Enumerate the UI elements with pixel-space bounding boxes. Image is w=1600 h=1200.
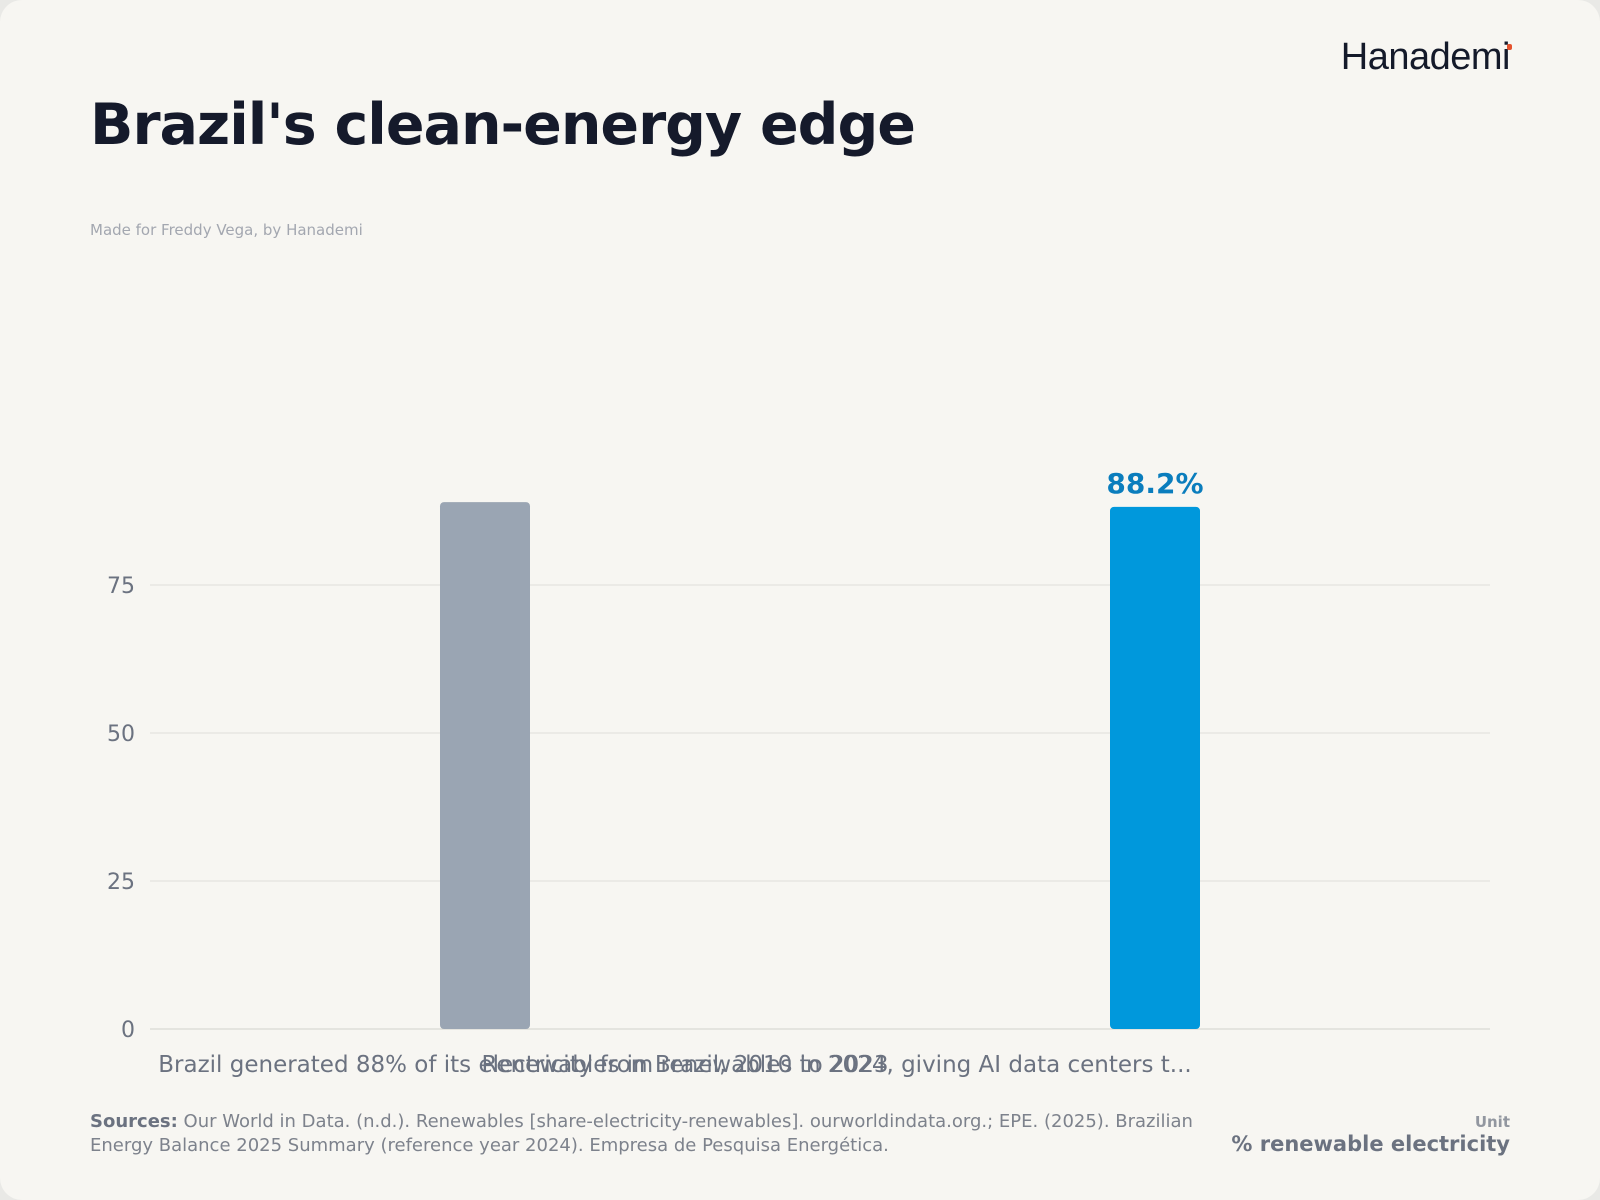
byline: Made for Freddy Vega, by Hanademi [90,221,363,239]
brand-logo: Hanademi [1340,36,1512,79]
logo-text: Hanademi [1340,36,1511,78]
bar-value-label: 88.2% [1106,467,1203,500]
y-tick-label: 75 [107,574,135,599]
bar [440,502,530,1029]
y-tick-label: 0 [121,1018,135,1043]
chart-title: Brazil's clean-energy edge [90,92,916,158]
bar [1110,506,1200,1030]
unit-value: % renewable electricity [1231,1132,1510,1156]
y-tick-label: 50 [107,722,135,747]
logo-accent-mark [1507,44,1512,50]
sources-label: Sources: [90,1111,178,1132]
y-tick-label: 25 [107,870,135,895]
unit-label: Unit [1474,1113,1510,1131]
category-label: Renewables in Brazil, 2010 to 2023 [481,1052,888,1078]
sources-note: Sources: Our World in Data. (n.d.). Rene… [90,1110,1210,1158]
sources-text: Our World in Data. (n.d.). Renewables [s… [90,1111,1193,1156]
category-label: Brazil generated 88% of its electricity … [158,1052,1192,1078]
